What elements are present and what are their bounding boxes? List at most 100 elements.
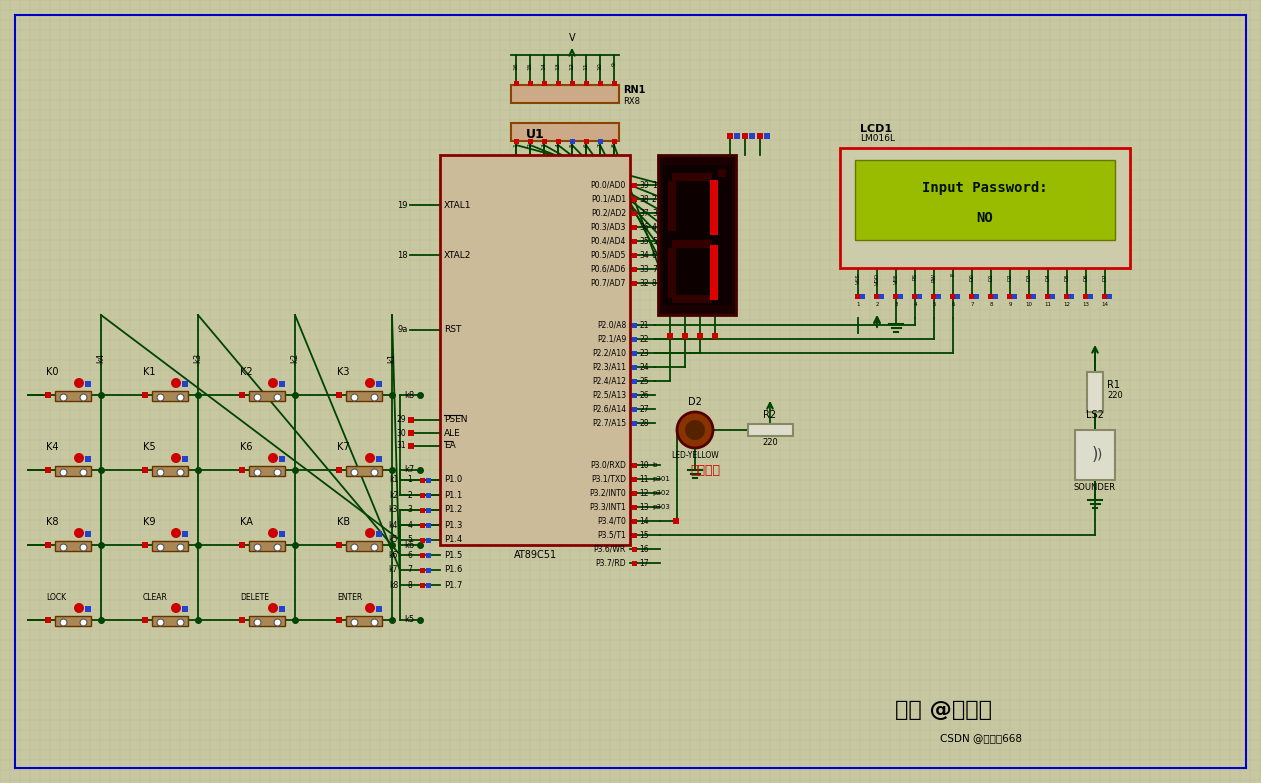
Bar: [420, 522, 425, 528]
Bar: [1008, 294, 1013, 299]
Bar: [860, 294, 865, 299]
Bar: [1013, 294, 1018, 299]
Bar: [893, 294, 898, 299]
Bar: [541, 81, 546, 86]
Bar: [973, 294, 979, 299]
Bar: [142, 617, 148, 623]
Text: P3.0/RXD: P3.0/RXD: [590, 460, 625, 470]
Text: 1: 1: [407, 475, 412, 485]
Text: 4: 4: [913, 302, 917, 307]
Text: 33: 33: [639, 265, 648, 273]
Text: E: E: [951, 273, 956, 276]
Text: 18: 18: [397, 251, 409, 259]
Text: K7: K7: [337, 442, 349, 452]
Bar: [335, 542, 342, 548]
Bar: [346, 616, 382, 626]
Bar: [346, 541, 382, 551]
Text: 3: 3: [541, 143, 546, 147]
Bar: [598, 139, 603, 144]
Bar: [420, 568, 425, 572]
Text: K5: K5: [142, 442, 155, 452]
Text: LED-YELLOW: LED-YELLOW: [671, 451, 719, 460]
Bar: [45, 392, 50, 398]
Bar: [55, 616, 91, 626]
Bar: [426, 522, 431, 528]
Bar: [712, 333, 718, 339]
Bar: [1087, 372, 1103, 412]
Bar: [409, 417, 414, 423]
Circle shape: [269, 603, 277, 613]
Bar: [1064, 294, 1069, 299]
Text: K1: K1: [142, 367, 155, 377]
Text: DELETE: DELETE: [240, 593, 269, 602]
Text: VEE: VEE: [894, 273, 899, 283]
Bar: [710, 245, 718, 300]
Bar: [55, 391, 91, 401]
Text: LM016L: LM016L: [860, 134, 895, 143]
Text: 15: 15: [639, 531, 648, 539]
Text: 6: 6: [951, 302, 955, 307]
Circle shape: [364, 378, 375, 388]
Bar: [346, 391, 382, 401]
Bar: [279, 456, 285, 462]
Bar: [279, 381, 285, 387]
Bar: [570, 139, 575, 144]
Text: 5: 5: [652, 236, 657, 246]
Text: 1: 1: [856, 302, 860, 307]
Bar: [667, 333, 673, 339]
Bar: [1083, 294, 1088, 299]
Text: 14: 14: [541, 62, 546, 70]
Bar: [426, 568, 431, 572]
Bar: [672, 173, 712, 181]
Text: P1.4: P1.4: [444, 536, 463, 544]
Text: K2: K2: [240, 367, 252, 377]
Bar: [658, 155, 736, 315]
Bar: [55, 541, 91, 551]
Text: 9a: 9a: [397, 326, 409, 334]
Text: k8: k8: [404, 391, 415, 399]
Text: K8: K8: [45, 517, 58, 527]
Text: 15: 15: [527, 62, 532, 70]
Bar: [612, 81, 617, 86]
Text: P2.6/A14: P2.6/A14: [591, 405, 625, 413]
Text: ALE: ALE: [444, 428, 460, 438]
Text: 9: 9: [1009, 302, 1011, 307]
Bar: [420, 583, 425, 587]
Text: k1: k1: [387, 353, 396, 363]
Bar: [598, 139, 603, 144]
Text: P0.4/AD4: P0.4/AD4: [590, 236, 625, 246]
Text: k2: k2: [290, 353, 300, 363]
Bar: [142, 467, 148, 473]
Bar: [749, 133, 755, 139]
Text: 16: 16: [639, 544, 648, 554]
Text: 7: 7: [598, 143, 603, 147]
Text: 6: 6: [584, 143, 589, 147]
Text: P1.6: P1.6: [444, 565, 463, 575]
Text: 8: 8: [652, 279, 657, 287]
Text: 16: 16: [513, 62, 518, 70]
Bar: [992, 294, 997, 299]
Bar: [840, 148, 1130, 268]
Text: D5: D5: [1064, 273, 1069, 281]
Text: 5: 5: [570, 143, 575, 147]
Text: D0: D0: [970, 273, 975, 281]
Text: KB: KB: [337, 517, 351, 527]
Text: 30: 30: [396, 428, 406, 438]
Bar: [1045, 294, 1050, 299]
Text: 7: 7: [652, 265, 657, 273]
Bar: [420, 493, 425, 497]
Text: P0.7/AD7: P0.7/AD7: [590, 279, 625, 287]
Text: K6: K6: [240, 442, 252, 452]
Bar: [632, 365, 637, 370]
Bar: [632, 504, 637, 510]
Bar: [672, 240, 712, 248]
Bar: [632, 547, 637, 551]
Bar: [440, 155, 630, 545]
Bar: [335, 392, 342, 398]
Text: K3: K3: [337, 367, 349, 377]
Text: P1.1: P1.1: [444, 490, 463, 500]
Text: k4: k4: [97, 353, 106, 363]
Text: K0: K0: [45, 367, 58, 377]
Text: P2.4/A12: P2.4/A12: [591, 377, 625, 385]
Bar: [426, 583, 431, 587]
